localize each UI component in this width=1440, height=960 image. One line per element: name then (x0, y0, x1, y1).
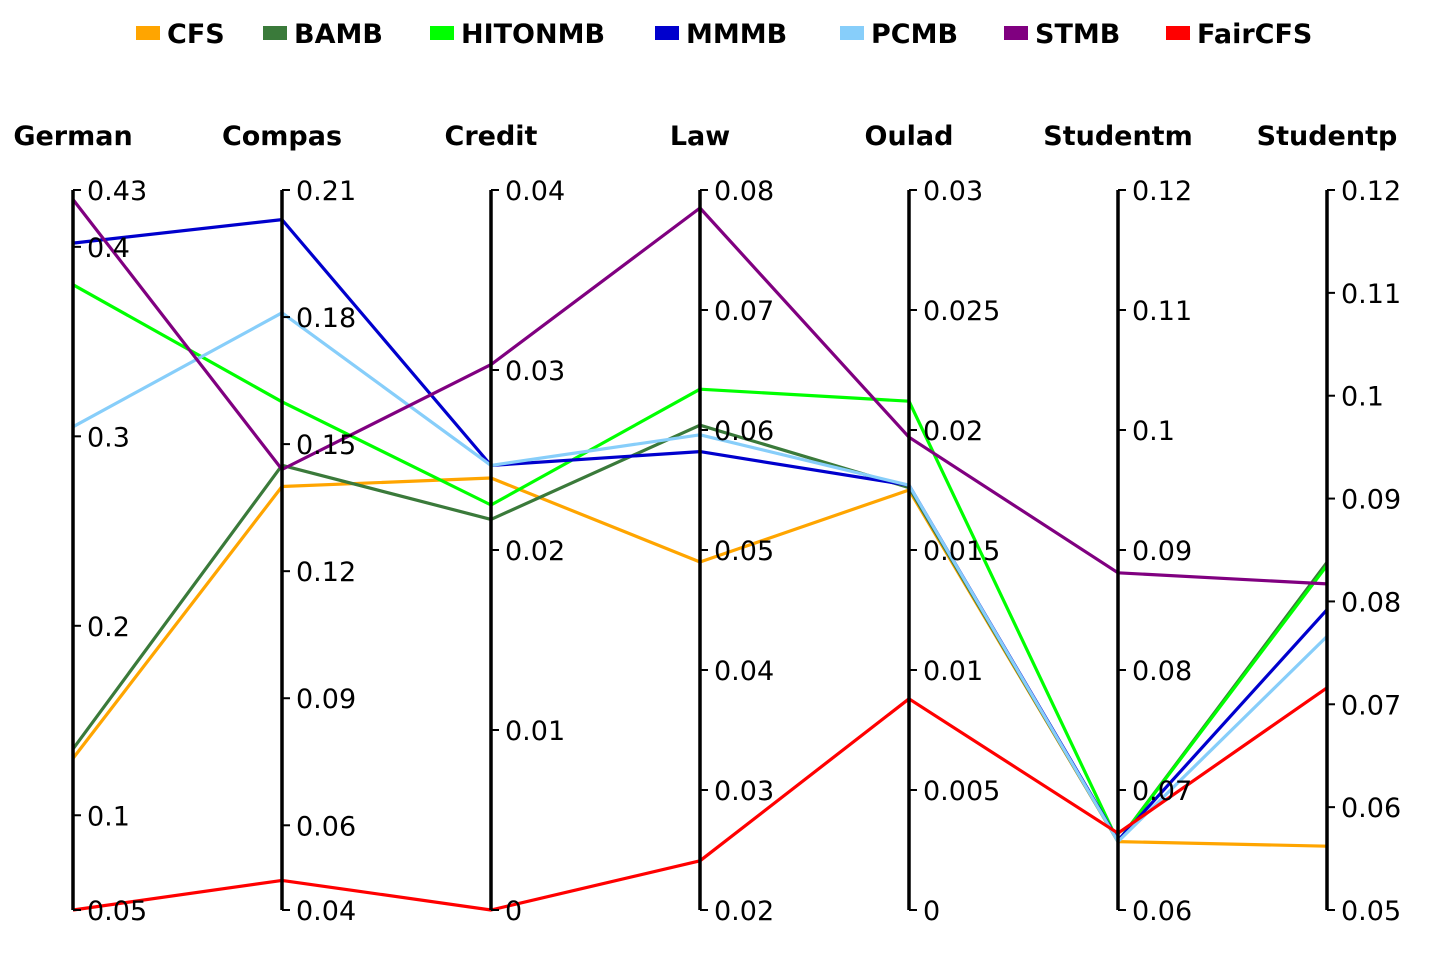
axis-studentm: Studentm 0.06 0.07 0.08 0.09 0.1 0.11 0.12 (1043, 121, 1192, 927)
tick-label-german: 0.43 (87, 176, 147, 207)
legend-swatch-cfs (136, 26, 160, 40)
tick-label-oulad: 0.01 (923, 656, 983, 687)
tick-label-compas: 0.06 (296, 811, 356, 842)
tick-label-studentm: 0.11 (1132, 296, 1192, 327)
legend-item-cfs[interactable]: CFS (136, 19, 225, 50)
axis-title-studentp: Studentp (1257, 121, 1398, 152)
axis-german: German 0.05 0.1 0.2 0.3 0.4 0.43 (13, 121, 147, 927)
legend-label-hitonmb: HITONMB (461, 19, 605, 50)
legend-item-bamb[interactable]: BAMB (263, 19, 383, 50)
tick-label-law: 0.04 (714, 656, 774, 687)
legend-item-pcmb[interactable]: PCMB (840, 19, 958, 50)
tick-label-studentp: 0.07 (1341, 690, 1401, 721)
tick-label-studentp: 0.06 (1341, 793, 1401, 824)
tick-label-studentm: 0.06 (1132, 896, 1192, 927)
tick-label-compas: 0.04 (296, 896, 356, 927)
tick-label-studentp: 0.1 (1341, 382, 1384, 413)
tick-label-law: 0.02 (714, 896, 774, 927)
tick-label-german: 0.3 (87, 422, 130, 453)
legend-item-faircfs[interactable]: FairCFS (1166, 19, 1312, 50)
tick-label-oulad: 0.005 (923, 776, 1000, 807)
axis-title-compas: Compas (222, 121, 342, 152)
tick-label-german: 0.05 (87, 896, 147, 927)
tick-label-studentm: 0.12 (1132, 176, 1192, 207)
tick-label-law: 0.03 (714, 776, 774, 807)
tick-label-law: 0.05 (714, 536, 774, 567)
tick-label-credit: 0 (505, 896, 522, 927)
tick-label-studentp: 0.08 (1341, 587, 1401, 618)
tick-label-credit: 0.01 (505, 716, 565, 747)
legend-label-faircfs: FairCFS (1197, 19, 1312, 50)
legend: CFS BAMB HITONMB MMMB PCMB STMB FairCFS (136, 19, 1312, 50)
tick-label-credit: 0.04 (505, 176, 565, 207)
legend-swatch-mmmb (655, 26, 679, 40)
tick-label-studentm: 0.09 (1132, 536, 1192, 567)
axis-title-law: Law (670, 121, 730, 152)
legend-item-stmb[interactable]: STMB (1004, 19, 1120, 50)
axis-compas: Compas 0.04 0.06 0.09 0.12 0.15 0.18 0.21 (222, 121, 356, 927)
tick-label-studentp: 0.12 (1341, 176, 1401, 207)
tick-label-compas: 0.21 (296, 176, 356, 207)
tick-label-studentm: 0.07 (1132, 776, 1192, 807)
legend-item-hitonmb[interactable]: HITONMB (430, 19, 605, 50)
tick-label-studentm: 0.08 (1132, 656, 1192, 687)
tick-label-compas: 0.18 (296, 303, 356, 334)
axis-credit: Credit 0 0.01 0.02 0.03 0.04 (445, 121, 566, 927)
legend-swatch-faircfs (1166, 26, 1190, 40)
tick-label-credit: 0.02 (505, 536, 565, 567)
axis-title-oulad: Oulad (865, 121, 954, 152)
tick-label-german: 0.1 (87, 801, 130, 832)
tick-label-studentp: 0.11 (1341, 279, 1401, 310)
legend-swatch-stmb (1004, 26, 1028, 40)
tick-label-law: 0.07 (714, 296, 774, 327)
tick-label-studentp: 0.05 (1341, 896, 1401, 927)
tick-label-oulad: 0.03 (923, 176, 983, 207)
tick-label-law: 0.08 (714, 176, 774, 207)
tick-label-credit: 0.03 (505, 356, 565, 387)
axis-oulad: Oulad 0 0.005 0.01 0.015 0.02 0.025 0.03 (865, 121, 1001, 927)
tick-label-german: 0.4 (87, 233, 130, 264)
tick-label-oulad: 0 (923, 896, 940, 927)
axis-studentp: Studentp 0.05 0.06 0.07 0.08 0.09 0.1 0.11 0.12 (1257, 121, 1401, 927)
axis-title-credit: Credit (445, 121, 538, 152)
tick-label-studentm: 0.1 (1132, 416, 1175, 447)
legend-swatch-pcmb (840, 26, 864, 40)
legend-swatch-bamb (263, 26, 287, 40)
axes: German 0.05 0.1 0.2 0.3 0.4 0.43 Compas 0.04 0.06… (13, 121, 1401, 927)
tick-label-compas: 0.09 (296, 684, 356, 715)
tick-label-law: 0.06 (714, 416, 774, 447)
tick-label-oulad: 0.025 (923, 296, 1000, 327)
legend-label-cfs: CFS (167, 19, 225, 50)
tick-label-oulad: 0.02 (923, 416, 983, 447)
tick-label-compas: 0.15 (296, 430, 356, 461)
axis-law: Law 0.02 0.03 0.04 0.05 0.06 0.07 0.08 (670, 121, 774, 927)
axis-title-studentm: Studentm (1043, 121, 1192, 152)
legend-label-pcmb: PCMB (871, 19, 958, 50)
tick-label-german: 0.2 (87, 612, 130, 643)
legend-label-mmmb: MMMB (686, 19, 787, 50)
legend-label-stmb: STMB (1035, 19, 1120, 50)
legend-item-mmmb[interactable]: MMMB (655, 19, 787, 50)
legend-label-bamb: BAMB (294, 19, 383, 50)
tick-label-studentp: 0.09 (1341, 485, 1401, 516)
tick-label-oulad: 0.015 (923, 536, 1000, 567)
tick-label-compas: 0.12 (296, 557, 356, 588)
axis-title-german: German (13, 121, 132, 152)
legend-swatch-hitonmb (430, 26, 454, 40)
